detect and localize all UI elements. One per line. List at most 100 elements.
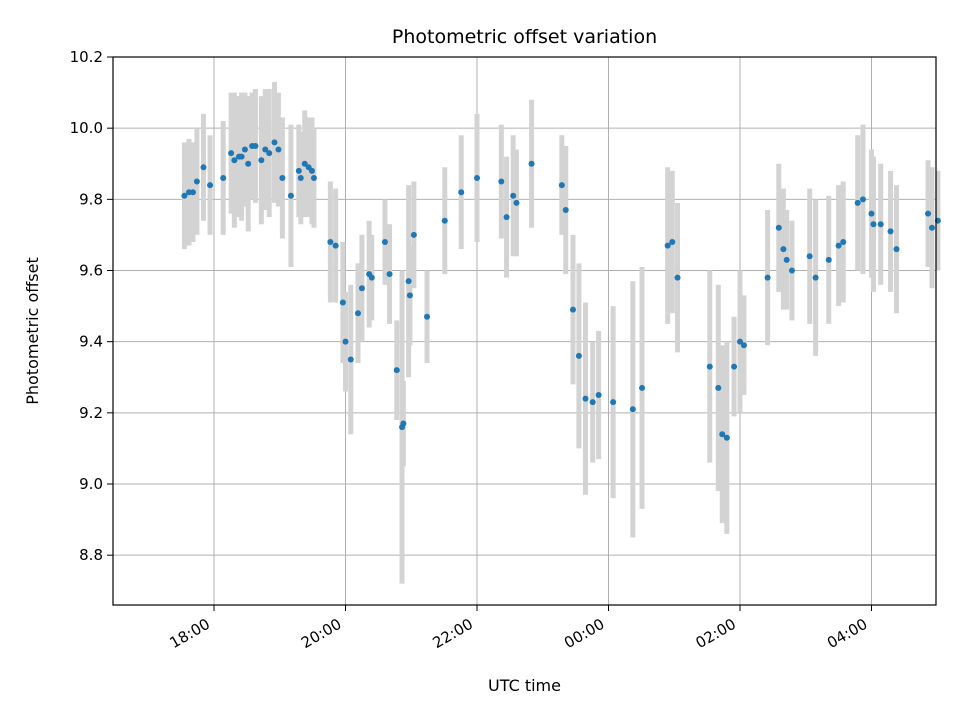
data-point <box>410 231 417 238</box>
data-point <box>835 242 842 249</box>
data-point <box>715 384 722 391</box>
data-point <box>731 363 738 370</box>
data-point <box>181 192 188 199</box>
data-point <box>458 189 465 196</box>
y-tick-label: 9.6 <box>79 262 103 280</box>
data-point <box>301 160 308 167</box>
data-point <box>558 182 565 189</box>
data-point <box>347 356 354 363</box>
x-tick-label: 04:00 <box>824 615 870 652</box>
x-tick-label: 00:00 <box>561 615 607 652</box>
data-point <box>354 310 361 317</box>
data-point <box>358 285 365 292</box>
data-point <box>840 239 847 246</box>
data-point <box>245 160 252 167</box>
data-point <box>266 150 273 157</box>
data-point <box>639 384 646 391</box>
data-point <box>189 189 196 196</box>
data-point <box>825 256 832 263</box>
data-point <box>441 217 448 224</box>
data-point <box>764 274 771 281</box>
data-point <box>928 224 935 231</box>
data-point <box>220 174 227 181</box>
data-point <box>381 239 388 246</box>
data-point <box>474 174 480 181</box>
data-point <box>629 406 636 413</box>
y-tick-label: 9.4 <box>79 333 103 351</box>
y-tick-label: 9.8 <box>79 190 103 208</box>
data-point <box>664 242 671 249</box>
data-point <box>528 160 535 167</box>
data-point <box>780 246 787 253</box>
data-point <box>513 199 520 206</box>
data-point <box>498 178 505 185</box>
data-point <box>241 146 248 153</box>
y-tick-label: 10.2 <box>70 48 103 66</box>
x-axis: 18:00 20:00 22:00 00:00 02:00 04:00 <box>167 605 872 652</box>
data-point <box>271 139 278 146</box>
data-point <box>406 292 413 299</box>
data-point <box>788 267 795 274</box>
y-axis-label: Photometric offset <box>23 257 42 405</box>
data-point <box>327 239 334 246</box>
y-tick-label: 10.0 <box>70 119 103 137</box>
data-point <box>262 146 269 153</box>
data-points <box>181 139 941 441</box>
data-point <box>295 167 302 174</box>
data-point <box>275 146 282 153</box>
data-point <box>812 274 819 281</box>
data-point <box>405 278 412 285</box>
data-point <box>386 271 393 278</box>
data-point <box>252 142 259 149</box>
data-point <box>238 153 245 160</box>
data-point <box>925 210 932 217</box>
data-point <box>424 313 431 320</box>
x-tick-label: 18:00 <box>167 615 213 652</box>
plot-frame <box>112 56 937 606</box>
data-point <box>575 352 582 359</box>
data-point <box>740 342 747 349</box>
data-point <box>806 253 813 260</box>
y-tick-label: 9.2 <box>79 404 103 422</box>
data-point <box>308 167 315 174</box>
data-point <box>859 196 866 203</box>
data-point <box>368 274 375 281</box>
data-point <box>310 174 317 181</box>
data-point <box>877 221 884 228</box>
x-tick-label: 20:00 <box>298 615 344 652</box>
data-point <box>719 431 726 438</box>
data-point <box>589 399 596 406</box>
data-point <box>854 199 861 206</box>
data-point <box>503 214 510 221</box>
data-point <box>393 367 400 374</box>
data-point <box>669 239 676 246</box>
data-point <box>258 157 265 164</box>
data-point <box>783 256 790 263</box>
x-tick-label: 22:00 <box>430 615 476 652</box>
data-point <box>674 274 681 281</box>
data-point <box>287 192 294 199</box>
data-point <box>870 221 877 228</box>
data-point <box>279 174 286 181</box>
data-point <box>893 246 900 253</box>
data-point <box>582 395 589 402</box>
data-point <box>332 242 339 249</box>
data-point <box>400 420 407 427</box>
x-axis-label: UTC time <box>488 676 561 695</box>
data-point <box>339 299 346 306</box>
data-point <box>228 150 235 157</box>
data-point <box>723 434 730 441</box>
data-point <box>887 228 894 235</box>
data-point <box>569 306 576 313</box>
x-tick-label: 02:00 <box>693 615 739 652</box>
data-point <box>200 164 207 171</box>
data-point <box>610 399 617 406</box>
data-point <box>595 392 602 399</box>
data-point <box>775 224 782 231</box>
data-point <box>868 210 875 217</box>
data-point <box>342 338 349 345</box>
y-axis: 8.8 9.0 9.2 9.4 9.6 9.8 10.0 10.2 <box>70 48 113 564</box>
data-point <box>510 192 517 199</box>
y-tick-label: 8.8 <box>79 546 103 564</box>
